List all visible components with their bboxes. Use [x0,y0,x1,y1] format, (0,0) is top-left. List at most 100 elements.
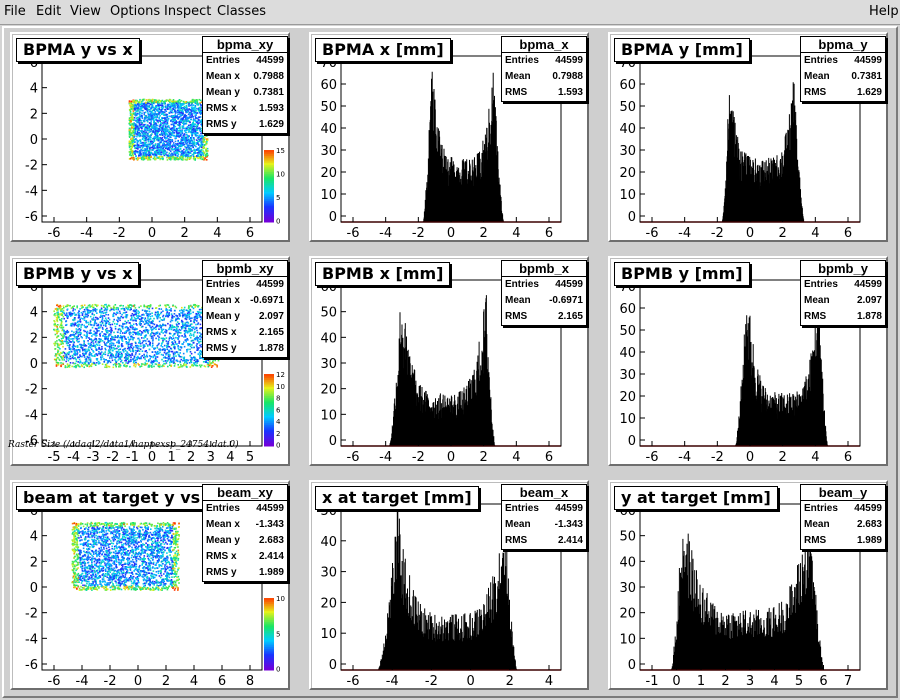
heatmap-cell [194,104,197,107]
heatmap-cell [163,111,166,114]
heatmap-cell [147,108,150,111]
heatmap-cell [169,128,172,130]
heatmap-cell [158,362,160,364]
heatmap-cell [86,364,88,366]
heatmap-cell [136,127,139,130]
heatmap-cell [190,138,192,141]
heatmap-cell [153,365,155,368]
heatmap-cell [83,334,86,336]
heatmap-cell [153,136,156,139]
heatmap-cell [128,339,131,341]
heatmap-cell [191,123,193,125]
heatmap-cell [92,333,94,336]
heatmap-cell [156,109,159,112]
heatmap-cell [142,344,145,346]
heatmap-cell [169,150,172,153]
menu-options[interactable]: Options [110,4,161,19]
heatmap-cell [157,312,159,314]
heatmap-cell [152,157,155,160]
heatmap-cell [134,111,137,114]
plot-pad-bpmb_xy[interactable]: BPMB y vs x bpmb_xy Entries 44599 Mean x -0.6… [10,256,290,466]
heatmap-cell [149,151,152,154]
x-tick-label: -4 [678,226,691,241]
heatmap-cell [172,134,175,137]
heatmap-cell [185,107,188,109]
heatmap-cell [189,157,192,160]
heatmap-cell [176,149,178,151]
heatmap-cell [182,100,185,103]
stats-key: Mean y [206,87,240,98]
plot-pad-bpma_y[interactable]: BPMA y [mm] bpma_y Entries 44599 Mean 0.7381 R… [608,32,888,242]
heatmap-cell [124,326,127,329]
menu-edit[interactable]: Edit [36,4,62,19]
heatmap-cell [210,358,213,360]
heatmap-cell [186,120,188,123]
heatmap-cell [143,106,145,109]
heatmap-cell [169,325,172,327]
heatmap-cell [158,137,160,139]
heatmap-cell [141,320,144,322]
heatmap-cell [185,359,187,361]
y-tick-label: 40 [320,122,337,137]
heatmap-cell [195,145,197,148]
heatmap-cell [86,330,89,333]
heatmap-cell [178,111,180,114]
heatmap-cell [128,132,131,135]
heatmap-cell [134,344,137,347]
heatmap-cell [206,147,209,150]
heatmap-cell [103,333,105,335]
heatmap-cell [197,337,200,339]
heatmap-cell [195,117,198,119]
heatmap-cell [92,310,94,312]
x-tick-label: -6 [347,226,360,241]
heatmap-cell [85,337,88,339]
heatmap-cell [150,111,152,113]
heatmap-cell [193,126,195,128]
heatmap-cell [103,306,105,308]
heatmap-cell [132,128,135,130]
heatmap-cell [162,139,164,141]
heatmap-cell [115,354,117,356]
heatmap-cell [170,360,173,363]
heatmap-cell [133,136,135,138]
heatmap-cell [174,122,176,124]
menu-inspect[interactable]: Inspect [164,4,212,19]
heatmap-cell [192,153,195,156]
heatmap-cell [131,325,134,327]
heatmap-cell [198,122,200,124]
pad-title: BPMA x [mm] [315,38,451,62]
heatmap-cell [127,342,129,344]
heatmap-cell [176,121,179,123]
heatmap-cell [156,311,158,314]
menu-view[interactable]: View [70,4,101,19]
heatmap-cell [216,366,218,368]
heatmap-cell [151,105,154,107]
menu-classes[interactable]: Classes [217,4,266,19]
heatmap-cell [84,350,86,352]
heatmap-cell [92,309,94,311]
heatmap-cell [173,116,176,119]
heatmap-cell [186,138,189,141]
heatmap-cell [148,138,150,141]
heatmap-cell [90,324,92,326]
heatmap-cell [144,111,147,114]
heatmap-cell [199,103,202,106]
heatmap-cell [152,115,155,118]
plot-pad-bpma_x[interactable]: BPMA x [mm] bpma_x Entries 44599 Mean 0.7988 R… [309,32,589,242]
menu-file[interactable]: File [4,4,26,19]
heatmap-cell [152,332,155,335]
heatmap-cell [140,158,143,161]
heatmap-cell [199,335,201,337]
heatmap-cell [183,341,185,343]
heatmap-cell [168,355,171,358]
heatmap-cell [77,349,80,351]
menu-help[interactable]: Help [869,4,899,19]
heatmap-cell [88,312,90,314]
heatmap-cell [169,99,172,101]
plot-pad-bpma_xy[interactable]: BPMA y vs x bpma_xy Entries 44599 Mean x 0.79… [10,32,290,242]
heatmap-cell [131,336,133,338]
heatmap-cell [157,131,159,134]
heatmap-cell [83,304,86,306]
heatmap-cell [193,144,196,147]
heatmap-cell [132,326,134,329]
